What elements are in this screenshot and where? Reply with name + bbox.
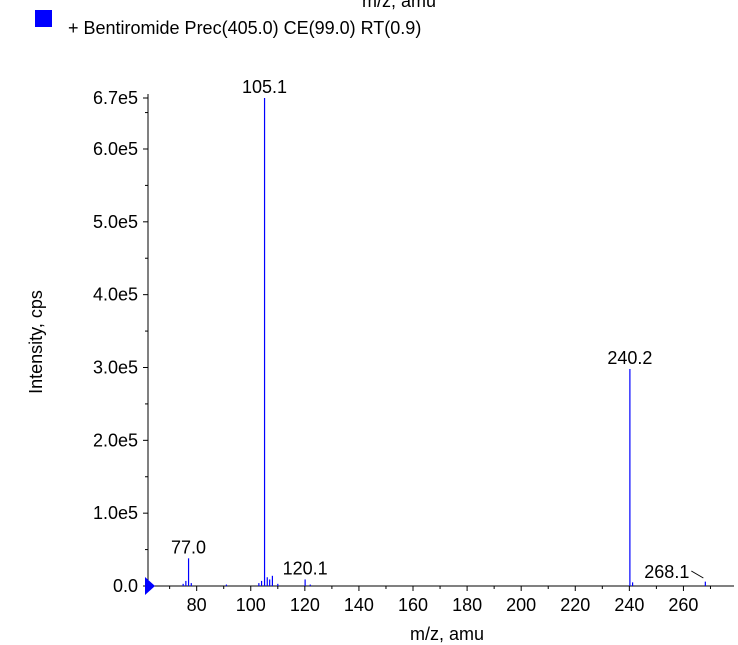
peak-label-leader [691,570,704,579]
peak-label: 268.1 [644,562,689,582]
legend-marker [35,10,52,27]
x-axis-label: m/z, amu [410,624,484,644]
y-axis-label: Intensity, cps [26,290,46,394]
y-tick-label: 5.0e5 [93,212,138,232]
peak-label: 105.1 [242,77,287,97]
axes: 0.0 1.0e5 2.0e5 3.0e5 4.0e5 5.0e5 6.0e5 6.7e5 80… [93,88,734,615]
x-tick-label: 140 [344,595,374,615]
x-tick-label: 80 [187,595,207,615]
axis-origin-marker [145,577,155,595]
x-tick-label: 180 [452,595,482,615]
x-tick-label: 120 [290,595,320,615]
x-tick-label: 240 [614,595,644,615]
x-tick-label: 160 [398,595,428,615]
y-tick-label: 3.0e5 [93,357,138,377]
y-tick-label: 6.0e5 [93,139,138,159]
y-tick-label: 2.0e5 [93,430,138,450]
peak-label: 77.0 [171,537,206,557]
x-tick-label: 220 [560,595,590,615]
peak-label: 120.1 [283,558,328,578]
x-tick-label: 260 [668,595,698,615]
legend-label: + Bentiromide Prec(405.0) CE(99.0) RT(0.… [68,18,422,38]
y-tick-label: 0.0 [113,576,138,596]
peaks [182,98,706,586]
cut-off-axis-title: m/z, amu [361,0,436,11]
y-tick-label: 1.0e5 [93,503,138,523]
peak-label: 240.2 [607,348,652,368]
x-tick-label: 200 [506,595,536,615]
y-tick-label: 6.7e5 [93,88,138,108]
x-tick-label: 100 [236,595,266,615]
peak-labels: 77.0 105.1 120.1 240.2 268.1 [171,77,704,582]
y-tick-label: 4.0e5 [93,285,138,305]
